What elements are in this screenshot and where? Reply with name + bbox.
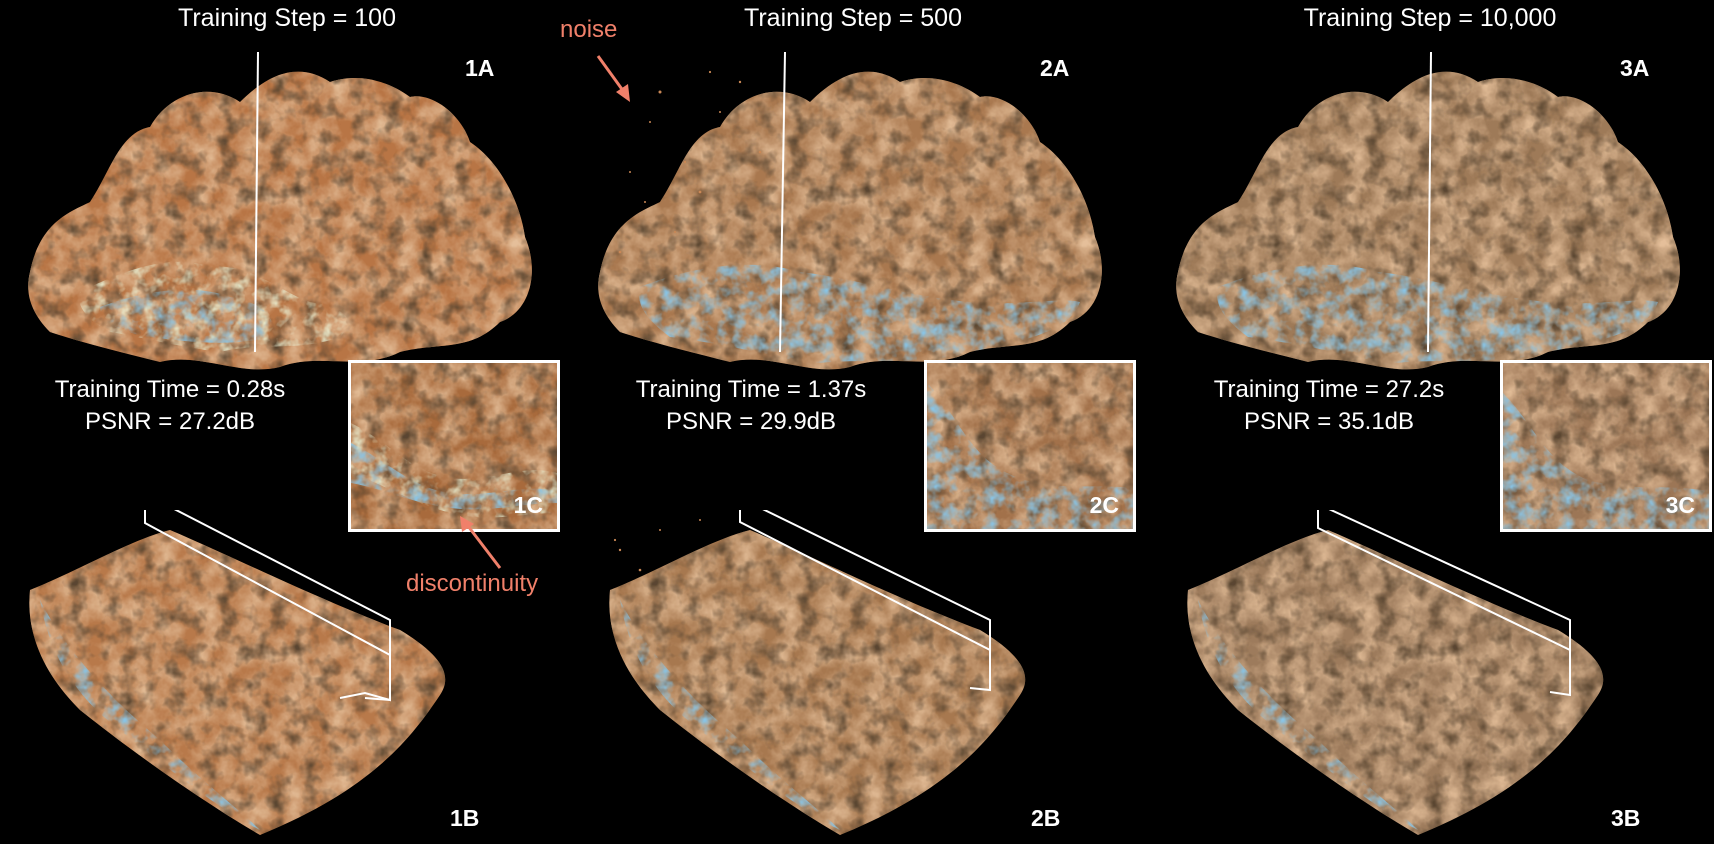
column-2-stats: Training Time = 1.37s PSNR = 29.9dB (636, 374, 867, 438)
column-1-title: Training Step = 100 (178, 4, 396, 32)
panel-3a-volume-render (1168, 52, 1708, 382)
inset-2c: 2C (924, 360, 1136, 532)
panel-2b-volume-render (600, 510, 1040, 840)
inset-1c: 1C (348, 360, 560, 532)
column-3-title: Training Step = 10,000 (1303, 4, 1557, 32)
noise-annotation: noise (560, 16, 618, 43)
column-1-stats: Training Time = 0.28s PSNR = 27.2dB (55, 374, 286, 438)
discontinuity-arrow (450, 512, 510, 572)
panel-3b-volume-render (1178, 510, 1618, 840)
panel-1a-label: 1A (465, 55, 495, 81)
training-time: Training Time = 0.28s (54, 376, 286, 403)
psnr-value: PSNR = 27.2dB (84, 408, 256, 435)
inset-3c-label: 3C (1665, 492, 1695, 518)
column-3-stats: Training Time = 27.2s PSNR = 35.1dB (1214, 374, 1445, 438)
inset-1c-label: 1C (513, 492, 543, 518)
training-time: Training Time = 1.37s (635, 376, 867, 403)
inset-2c-label: 2C (1089, 492, 1119, 518)
panel-3b-label: 3B (1611, 805, 1641, 831)
panel-1a-volume-render (20, 52, 560, 382)
column-2-title: Training Step = 500 (744, 4, 962, 32)
panel-2b-label: 2B (1031, 805, 1061, 831)
noise-arrow (590, 52, 640, 112)
inset-3c: 3C (1500, 360, 1712, 532)
panel-3a-label: 3A (1620, 55, 1650, 81)
training-time: Training Time = 27.2s (1213, 376, 1445, 403)
panel-2a-label: 2A (1040, 55, 1070, 81)
panel-1b-label: 1B (450, 805, 480, 831)
psnr-value: PSNR = 35.1dB (1243, 408, 1415, 435)
psnr-value: PSNR = 29.9dB (665, 408, 837, 435)
panel-1b-volume-render (20, 510, 460, 840)
discontinuity-annotation: discontinuity (406, 570, 539, 597)
panel-2a-volume-render (590, 52, 1130, 382)
